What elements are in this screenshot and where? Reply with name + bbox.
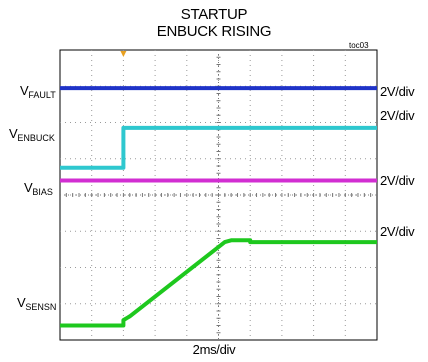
x-axis-label: 2ms/div — [192, 342, 236, 357]
channel-label-fault: VFAULT — [20, 83, 56, 100]
scale-label-bias: 2V/div — [380, 173, 415, 188]
chart-title: STARTUP — [180, 6, 248, 23]
trace-enbuck — [60, 125, 377, 170]
channel-label-enbuck: VENBUCK — [9, 126, 55, 143]
figure-tag: toc03 — [349, 41, 369, 50]
scale-label-sensn: 2V/div — [380, 224, 415, 239]
grid — [59, 49, 378, 341]
channel-label-bias: VBIAS — [24, 180, 53, 197]
trace-sensn — [60, 238, 377, 328]
channel-label-sensn: VSENSN — [17, 295, 57, 312]
scale-label-enbuck: 2V/div — [380, 108, 415, 123]
chart-subtitle: ENBUCK RISING — [156, 23, 272, 40]
trigger-marker — [120, 51, 127, 57]
scale-label-fault: 2V/div — [380, 84, 415, 99]
traces — [60, 86, 377, 328]
